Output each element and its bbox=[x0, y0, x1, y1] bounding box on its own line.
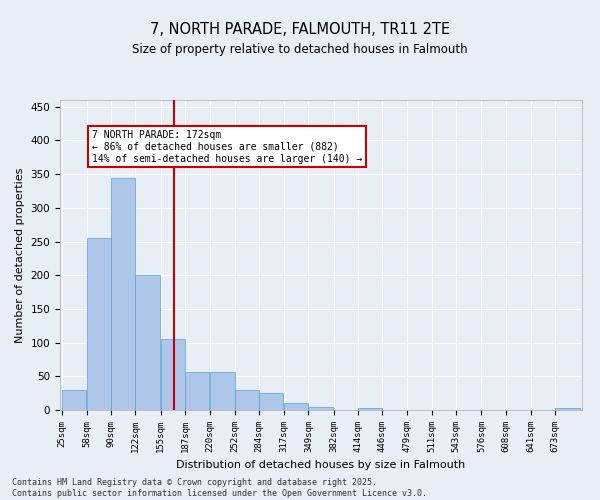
X-axis label: Distribution of detached houses by size in Falmouth: Distribution of detached houses by size … bbox=[176, 460, 466, 470]
Bar bbox=[136, 275, 160, 410]
Text: 7 NORTH PARADE: 172sqm
← 86% of detached houses are smaller (882)
14% of semi-de: 7 NORTH PARADE: 172sqm ← 86% of detached… bbox=[92, 130, 362, 164]
Bar bbox=[62, 390, 86, 410]
Bar bbox=[259, 393, 283, 410]
Bar bbox=[111, 178, 136, 410]
Bar bbox=[308, 406, 333, 410]
Bar bbox=[210, 372, 235, 410]
Y-axis label: Number of detached properties: Number of detached properties bbox=[15, 168, 25, 342]
Text: 7, NORTH PARADE, FALMOUTH, TR11 2TE: 7, NORTH PARADE, FALMOUTH, TR11 2TE bbox=[150, 22, 450, 38]
Text: Contains HM Land Registry data © Crown copyright and database right 2025.
Contai: Contains HM Land Registry data © Crown c… bbox=[12, 478, 427, 498]
Bar bbox=[235, 390, 259, 410]
Text: Size of property relative to detached houses in Falmouth: Size of property relative to detached ho… bbox=[132, 42, 468, 56]
Bar bbox=[185, 372, 209, 410]
Bar bbox=[284, 404, 308, 410]
Bar bbox=[358, 408, 382, 410]
Bar bbox=[556, 408, 580, 410]
Bar bbox=[161, 339, 185, 410]
Bar bbox=[86, 238, 111, 410]
